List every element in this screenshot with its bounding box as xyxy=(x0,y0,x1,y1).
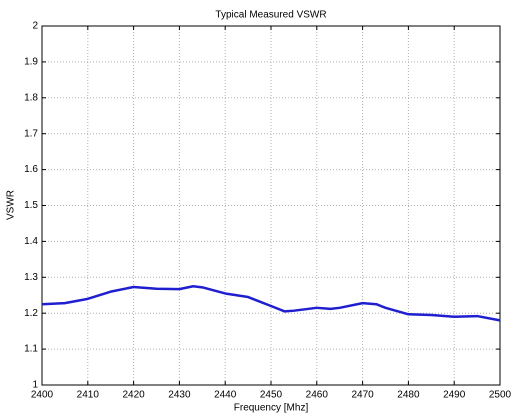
x-tick-label: 2460 xyxy=(306,390,329,401)
x-tick-label: 2440 xyxy=(214,390,237,401)
y-tick-label: 1.7 xyxy=(24,128,38,139)
x-axis-label: Frequency [Mhz] xyxy=(234,403,309,414)
y-tick-label: 1 xyxy=(32,380,38,391)
x-tick-label: 2420 xyxy=(122,390,145,401)
axes-frame xyxy=(41,25,501,386)
y-tick-label: 1.2 xyxy=(24,308,38,319)
x-tick-label: 2400 xyxy=(31,390,54,401)
y-tick-label: 1.1 xyxy=(24,344,38,355)
y-tick-label: 1.3 xyxy=(24,272,38,283)
x-tick-label: 2410 xyxy=(77,390,100,401)
x-tick-label: 2500 xyxy=(489,390,512,401)
y-tick-label: 1.4 xyxy=(24,236,38,247)
x-tick-label: 2480 xyxy=(397,390,420,401)
x-tick-label: 2450 xyxy=(260,390,283,401)
y-tick-label: 1.5 xyxy=(24,200,38,211)
x-tick-label: 2490 xyxy=(443,390,466,401)
y-tick-label: 2 xyxy=(32,21,38,32)
y-tick-label: 1.9 xyxy=(24,57,38,68)
x-tick-label: 2470 xyxy=(351,390,374,401)
y-tick-label: 1.6 xyxy=(24,164,38,175)
y-axis-label: VSWR xyxy=(6,190,17,220)
chart-title: Typical Measured VSWR xyxy=(215,10,326,21)
data-line xyxy=(41,285,501,322)
y-tick-label: 1.8 xyxy=(24,92,38,103)
x-tick-label: 2430 xyxy=(168,390,191,401)
